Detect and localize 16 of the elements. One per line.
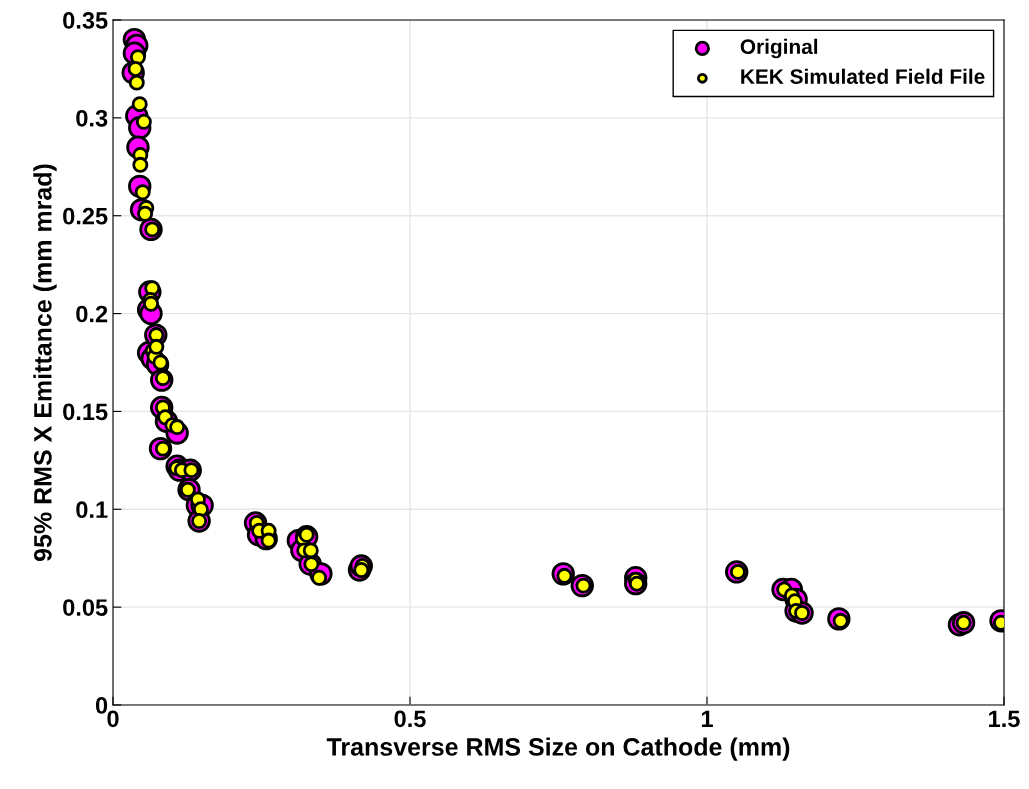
y-tick-label: 0.35 (63, 12, 108, 29)
x-tick-label: 0 (107, 710, 119, 728)
y-tick-label: 0.25 (63, 207, 108, 225)
y-tick-label: 0 (95, 697, 108, 714)
legend-label: Original (740, 38, 818, 59)
y-tick-label: 0.05 (63, 599, 108, 616)
y-tick-label: 0.1 (76, 501, 108, 519)
legend-label: KEK Simulated Field File (741, 68, 985, 84)
x-tick-label: 0.5 (394, 710, 426, 728)
y-tick-label: 0.15 (63, 403, 108, 421)
y-tick-label: 0.2 (76, 305, 108, 323)
x-tick-label: 1.5 (989, 710, 1020, 728)
x-axis-title: Transverse RMS Size on Cathode (mm) (326, 737, 790, 761)
y-axis-title: 95% RMS X Emittance (mm mrad) (33, 164, 57, 561)
x-tick-label: 1 (701, 710, 713, 727)
y-tick-label: 0.3 (76, 109, 108, 127)
